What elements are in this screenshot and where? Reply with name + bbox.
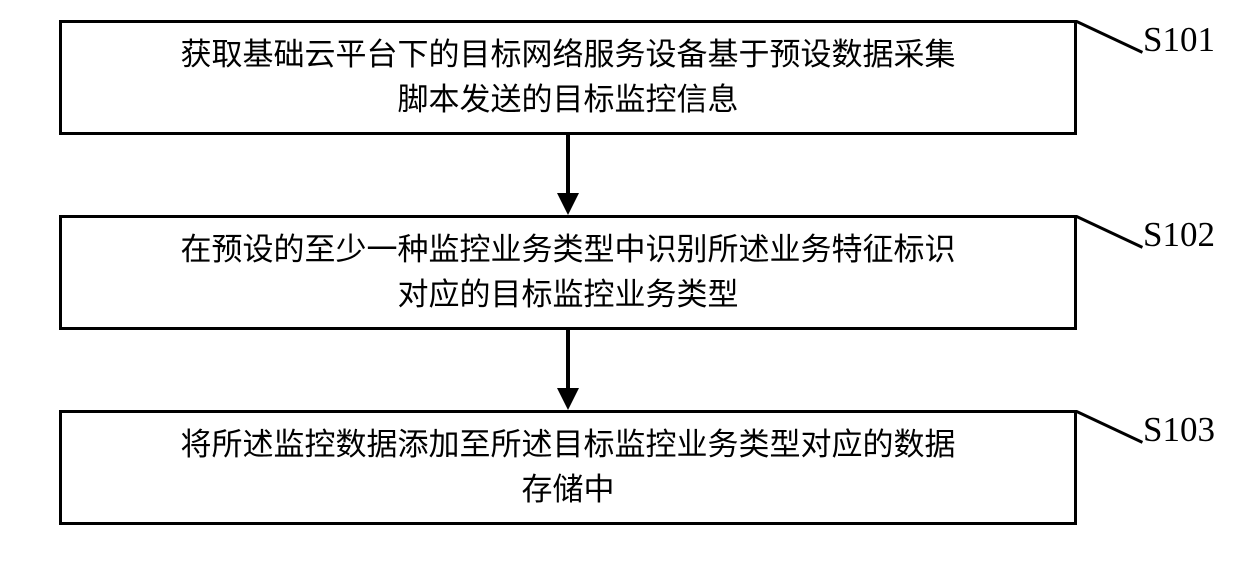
leader-line — [1076, 20, 1143, 54]
arrow-head-icon — [557, 193, 579, 215]
flow-step-text: 获取基础云平台下的目标网络服务设备基于预设数据采集 脚本发送的目标监控信息 — [181, 33, 956, 123]
flow-step-label-s101: S101 — [1143, 20, 1215, 60]
leader-line — [1076, 215, 1143, 249]
leader-line — [1076, 410, 1143, 444]
arrow-shaft — [566, 135, 570, 193]
flow-step-text: 在预设的至少一种监控业务类型中识别所述业务特征标识 对应的目标监控业务类型 — [181, 228, 956, 318]
flow-step-text: 将所述监控数据添加至所述目标监控业务类型对应的数据 存储中 — [181, 423, 956, 513]
arrow-head-icon — [557, 388, 579, 410]
flow-step-s102: 在预设的至少一种监控业务类型中识别所述业务特征标识 对应的目标监控业务类型 — [59, 215, 1077, 330]
flow-step-s103: 将所述监控数据添加至所述目标监控业务类型对应的数据 存储中 — [59, 410, 1077, 525]
flowchart-canvas: 获取基础云平台下的目标网络服务设备基于预设数据采集 脚本发送的目标监控信息 S10… — [0, 0, 1240, 569]
flow-step-label-s103: S103 — [1143, 410, 1215, 450]
flow-step-s101: 获取基础云平台下的目标网络服务设备基于预设数据采集 脚本发送的目标监控信息 — [59, 20, 1077, 135]
flow-step-label-s102: S102 — [1143, 215, 1215, 255]
arrow-shaft — [566, 330, 570, 388]
